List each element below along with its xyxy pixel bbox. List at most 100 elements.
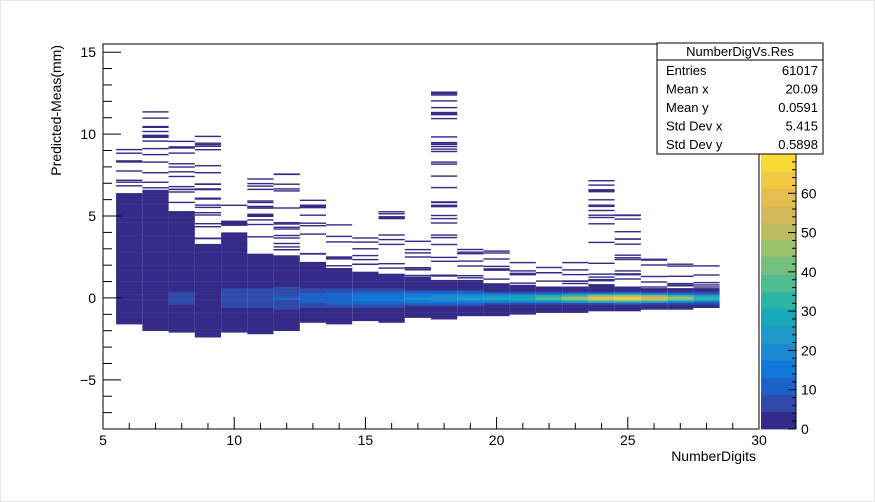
bin-cell	[588, 191, 615, 193]
bin-cell	[221, 278, 248, 281]
bin-cell	[247, 271, 274, 274]
bin-cell	[299, 276, 326, 279]
bin-cell	[299, 233, 326, 235]
bin-cell	[194, 223, 221, 225]
color-scale-band	[761, 394, 796, 413]
bin-cell	[116, 185, 143, 187]
bin-cell	[142, 111, 169, 113]
bin-cell	[588, 302, 615, 305]
bin-cell	[431, 143, 458, 146]
bin-cell	[168, 304, 195, 307]
bin-cell	[352, 301, 379, 304]
bin-cell	[168, 329, 195, 331]
bin-cell	[168, 283, 195, 286]
bin-cell	[116, 242, 143, 245]
bin-cell	[457, 288, 484, 290]
bin-cell	[614, 257, 641, 259]
bin-cell	[221, 260, 248, 263]
bin-cell	[614, 307, 641, 310]
bin-cell	[536, 289, 563, 292]
bin-cell	[326, 283, 353, 286]
bin-cell	[168, 185, 195, 188]
bin-cell	[457, 296, 484, 299]
bin-cell	[326, 256, 353, 258]
bin-cell	[221, 245, 248, 248]
x-tick-label: 30	[751, 432, 767, 448]
bin-cell	[142, 311, 169, 313]
bin-cell	[194, 291, 221, 294]
bin-cell	[273, 322, 300, 325]
bin-cell	[116, 289, 143, 292]
bin-cell	[168, 147, 195, 149]
bin-cell	[194, 324, 221, 326]
bin-cell	[194, 135, 221, 138]
bin-cell	[404, 267, 431, 269]
bin-cell	[404, 294, 431, 297]
bin-cell	[299, 317, 326, 320]
bin-cell	[247, 299, 274, 302]
bin-cell	[221, 253, 248, 256]
bin-cell	[273, 307, 300, 310]
bin-cell	[221, 242, 248, 245]
color-scale-band	[761, 274, 796, 292]
bin-cell	[614, 297, 641, 300]
bin-cell	[273, 311, 300, 313]
bin-cell	[588, 204, 615, 206]
color-scale-band	[761, 360, 796, 378]
bin-column	[483, 250, 510, 317]
bin-cell	[194, 306, 221, 308]
bin-cell	[693, 284, 720, 286]
bin-cell	[640, 258, 668, 260]
bin-cell	[194, 281, 221, 284]
bin-cell	[194, 294, 221, 297]
bin-cell	[614, 291, 641, 294]
bin-cell	[194, 261, 221, 264]
bin-cell	[116, 276, 143, 279]
bin-cell	[142, 296, 169, 299]
bin-cell	[116, 296, 143, 299]
bin-column	[693, 265, 720, 308]
bin-cell	[536, 286, 563, 289]
bin-cell	[536, 299, 563, 302]
bin-cell	[562, 294, 589, 297]
bin-cell	[536, 297, 563, 300]
bin-cell	[299, 199, 326, 201]
bin-cell	[536, 309, 563, 312]
bin-cell	[247, 319, 274, 322]
z-tick-label: 50	[801, 225, 817, 241]
bin-cell	[247, 307, 274, 310]
bin-cell	[273, 270, 300, 272]
bin-cell	[588, 285, 615, 287]
bin-cell	[116, 204, 143, 207]
bin-cell	[509, 296, 536, 299]
bin-cell	[221, 314, 248, 317]
bin-cell	[194, 204, 221, 206]
bin-cell	[299, 261, 326, 264]
bin-column	[273, 173, 300, 331]
bin-cell	[457, 289, 484, 292]
bin-cell	[562, 306, 589, 308]
color-scale-band	[761, 205, 796, 224]
bin-cell	[116, 271, 143, 274]
bin-cell	[431, 274, 458, 276]
bin-cell	[116, 235, 143, 238]
bin-cell	[667, 297, 694, 300]
bin-cell	[168, 214, 195, 217]
bin-cell	[431, 299, 458, 302]
bin-cell	[116, 248, 143, 251]
bin-cell	[168, 320, 195, 323]
bin-cell	[168, 263, 195, 266]
bin-cell	[142, 198, 169, 200]
bin-cell	[194, 247, 221, 249]
bin-cell	[483, 269, 510, 271]
bin-cell	[562, 307, 589, 310]
bin-cell	[326, 275, 353, 277]
bin-cell	[142, 261, 169, 264]
bin-cell	[194, 322, 221, 325]
bin-cell	[431, 309, 458, 312]
bin-cell	[536, 307, 563, 310]
bin-cell	[588, 205, 615, 208]
bin-cell	[247, 188, 274, 191]
bin-cell	[588, 309, 615, 312]
color-scale-band	[761, 343, 796, 361]
